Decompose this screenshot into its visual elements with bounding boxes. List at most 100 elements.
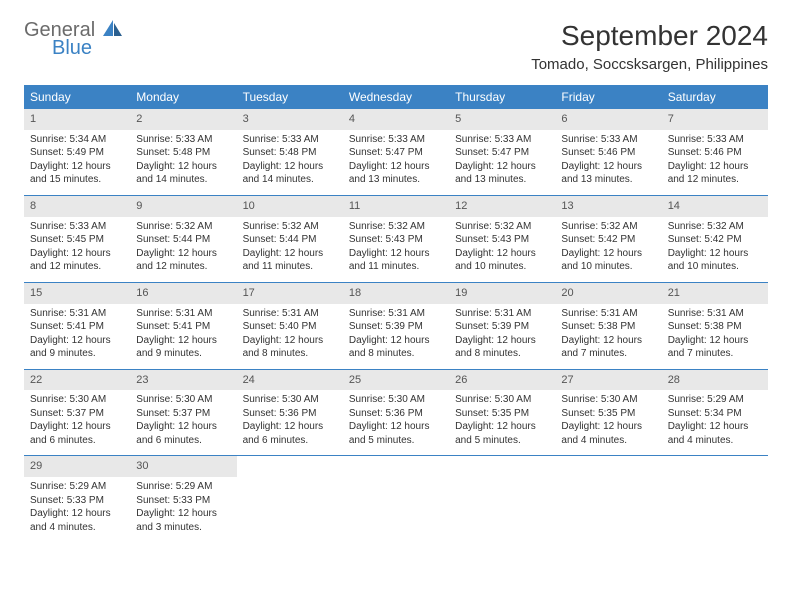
day-number: 27 (555, 370, 661, 391)
day-info-line: Sunset: 5:49 PM (30, 146, 124, 160)
calendar-day-cell: 9Sunrise: 5:32 AMSunset: 5:44 PMDaylight… (130, 195, 236, 282)
day-number: 20 (555, 283, 661, 304)
day-info-line: and 12 minutes. (136, 260, 230, 274)
calendar-day-cell: . (662, 456, 768, 542)
day-info-line: Daylight: 12 hours (30, 334, 124, 348)
logo-sail-icon (103, 19, 123, 41)
day-info-line: Daylight: 12 hours (668, 160, 762, 174)
calendar-day-cell: 29Sunrise: 5:29 AMSunset: 5:33 PMDayligh… (24, 456, 130, 542)
calendar-day-cell: 4Sunrise: 5:33 AMSunset: 5:47 PMDaylight… (343, 109, 449, 195)
day-info-line: Sunrise: 5:31 AM (30, 307, 124, 321)
day-info-line: Sunset: 5:42 PM (561, 233, 655, 247)
calendar-day-cell: 11Sunrise: 5:32 AMSunset: 5:43 PMDayligh… (343, 195, 449, 282)
day-info-line: Sunset: 5:39 PM (349, 320, 443, 334)
day-info-line: Daylight: 12 hours (668, 334, 762, 348)
day-info-line: Sunset: 5:43 PM (455, 233, 549, 247)
weekday-header: Monday (130, 85, 236, 109)
day-info-line: Sunrise: 5:29 AM (30, 480, 124, 494)
day-info-line: and 12 minutes. (30, 260, 124, 274)
calendar-day-cell: 22Sunrise: 5:30 AMSunset: 5:37 PMDayligh… (24, 369, 130, 456)
day-number: 15 (24, 283, 130, 304)
day-info-line: Daylight: 12 hours (455, 247, 549, 261)
day-number: 16 (130, 283, 236, 304)
day-info-line: Sunrise: 5:33 AM (561, 133, 655, 147)
day-info-line: Sunset: 5:36 PM (349, 407, 443, 421)
day-info-line: and 7 minutes. (668, 347, 762, 361)
day-number: 30 (130, 456, 236, 477)
day-number: 5 (449, 109, 555, 130)
day-info-line: Daylight: 12 hours (561, 247, 655, 261)
day-info-line: Sunset: 5:38 PM (561, 320, 655, 334)
day-number: 29 (24, 456, 130, 477)
day-info-line: Daylight: 12 hours (561, 420, 655, 434)
day-info-line: and 8 minutes. (243, 347, 337, 361)
day-info-line: Sunset: 5:41 PM (30, 320, 124, 334)
day-info-line: and 7 minutes. (561, 347, 655, 361)
calendar-day-cell: 13Sunrise: 5:32 AMSunset: 5:42 PMDayligh… (555, 195, 661, 282)
day-info-line: Daylight: 12 hours (30, 160, 124, 174)
day-number: 13 (555, 196, 661, 217)
day-info-line: Daylight: 12 hours (561, 160, 655, 174)
title-block: September 2024 Tomado, Soccsksargen, Phi… (531, 20, 768, 73)
day-info-line: and 13 minutes. (561, 173, 655, 187)
day-info-line: Daylight: 12 hours (243, 247, 337, 261)
day-number: 17 (237, 283, 343, 304)
day-number: 6 (555, 109, 661, 130)
day-info-line: Sunset: 5:35 PM (561, 407, 655, 421)
day-number: 12 (449, 196, 555, 217)
day-info-line: Sunrise: 5:33 AM (349, 133, 443, 147)
day-info-line: Sunrise: 5:30 AM (136, 393, 230, 407)
day-info-line: Daylight: 12 hours (136, 420, 230, 434)
day-info-line: Daylight: 12 hours (668, 420, 762, 434)
day-info-line: Sunrise: 5:33 AM (668, 133, 762, 147)
day-info-line: Sunrise: 5:30 AM (455, 393, 549, 407)
day-info-line: Sunset: 5:33 PM (136, 494, 230, 508)
day-info-line: and 3 minutes. (136, 521, 230, 535)
weekday-header: Tuesday (237, 85, 343, 109)
day-info-line: and 8 minutes. (455, 347, 549, 361)
calendar-day-cell: 16Sunrise: 5:31 AMSunset: 5:41 PMDayligh… (130, 282, 236, 369)
day-info-line: Sunset: 5:47 PM (455, 146, 549, 160)
day-number: 10 (237, 196, 343, 217)
day-number: 7 (662, 109, 768, 130)
day-number: 23 (130, 370, 236, 391)
day-number: 3 (237, 109, 343, 130)
day-number: 22 (24, 370, 130, 391)
day-info-line: and 4 minutes. (561, 434, 655, 448)
day-number: 4 (343, 109, 449, 130)
day-info-line: Sunset: 5:41 PM (136, 320, 230, 334)
day-info-line: Daylight: 12 hours (136, 160, 230, 174)
calendar-table: Sunday Monday Tuesday Wednesday Thursday… (24, 85, 768, 542)
month-title: September 2024 (531, 20, 768, 52)
day-number: 24 (237, 370, 343, 391)
day-info-line: Sunset: 5:40 PM (243, 320, 337, 334)
day-number: 2 (130, 109, 236, 130)
day-info-line: Sunrise: 5:32 AM (243, 220, 337, 234)
day-info-line: Sunset: 5:46 PM (561, 146, 655, 160)
calendar-day-cell: 23Sunrise: 5:30 AMSunset: 5:37 PMDayligh… (130, 369, 236, 456)
calendar-day-cell: 18Sunrise: 5:31 AMSunset: 5:39 PMDayligh… (343, 282, 449, 369)
day-info-line: Daylight: 12 hours (455, 334, 549, 348)
day-info-line: and 13 minutes. (349, 173, 443, 187)
weekday-header: Wednesday (343, 85, 449, 109)
weekday-header: Friday (555, 85, 661, 109)
day-info-line: and 11 minutes. (243, 260, 337, 274)
calendar-day-cell: 30Sunrise: 5:29 AMSunset: 5:33 PMDayligh… (130, 456, 236, 542)
day-info-line: and 15 minutes. (30, 173, 124, 187)
day-info-line: and 8 minutes. (349, 347, 443, 361)
calendar-day-cell: . (343, 456, 449, 542)
calendar-week-row: 15Sunrise: 5:31 AMSunset: 5:41 PMDayligh… (24, 282, 768, 369)
day-info-line: Sunrise: 5:30 AM (349, 393, 443, 407)
day-info-line: and 6 minutes. (243, 434, 337, 448)
day-info-line: and 4 minutes. (30, 521, 124, 535)
calendar-day-cell: 6 Sunrise: 5:33 AMSunset: 5:46 PMDaylight… (555, 109, 661, 195)
calendar-week-row: 1Sunrise: 5:34 AMSunset: 5:49 PMDaylight… (24, 109, 768, 195)
day-info-line: Daylight: 12 hours (243, 160, 337, 174)
header: General Blue September 2024 Tomado, Socc… (24, 20, 768, 73)
day-info-line: Sunrise: 5:33 AM (30, 220, 124, 234)
day-info-line: Daylight: 12 hours (668, 247, 762, 261)
day-info-line: Sunrise: 5:33 AM (136, 133, 230, 147)
day-info-line: Sunrise: 5:32 AM (455, 220, 549, 234)
day-number: 26 (449, 370, 555, 391)
calendar-day-cell: 10Sunrise: 5:32 AMSunset: 5:44 PMDayligh… (237, 195, 343, 282)
